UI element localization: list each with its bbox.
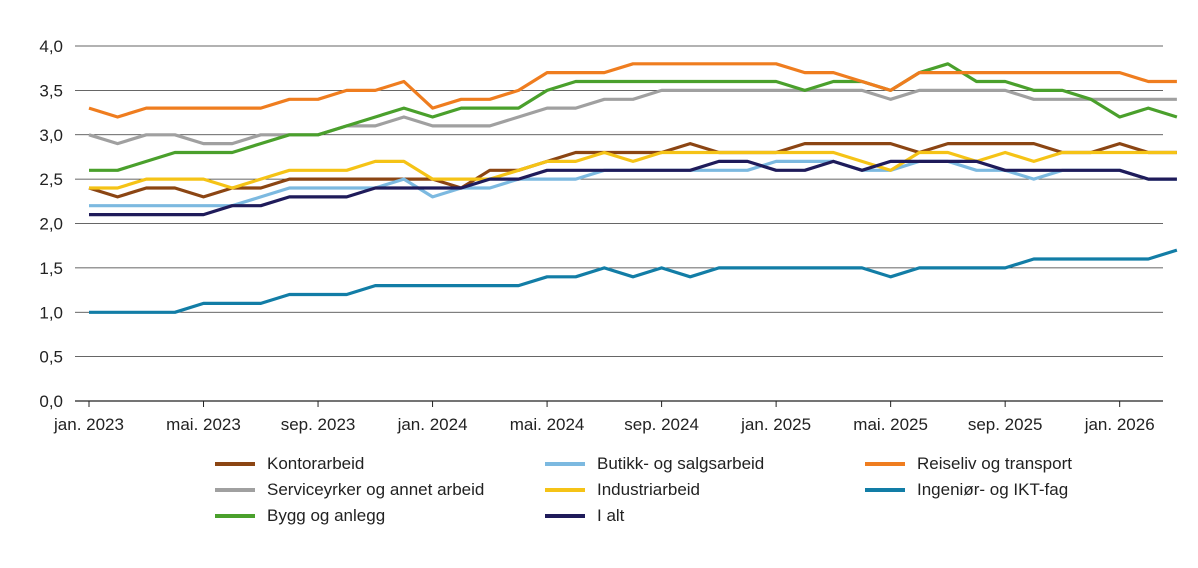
y-tick-label: 2,5 xyxy=(39,170,63,189)
series-line-ingeniør-og-ikt-fag xyxy=(89,248,1178,314)
y-tick-label: 1,5 xyxy=(39,259,63,278)
legend-label: Bygg og anlegg xyxy=(267,506,386,525)
legend-label: Butikk- og salgsarbeid xyxy=(597,454,765,473)
legend-label: I alt xyxy=(597,506,625,525)
legend-swatch xyxy=(545,462,585,466)
x-axis-ticks: jan. 2023 mai. 2023 sep. 2023 jan. 2024 mai.… xyxy=(53,401,1155,434)
legend-swatch xyxy=(545,488,585,492)
legend-label: Kontorarbeid xyxy=(267,454,365,473)
x-tick-label: sep. 2023 xyxy=(281,415,356,434)
x-tick-label: mai. 2023 xyxy=(166,415,241,434)
y-tick-label: 4,0 xyxy=(39,37,63,56)
legend-item: Kontorarbeid xyxy=(215,452,364,476)
x-tick-label: mai. 2025 xyxy=(853,415,928,434)
legend-item: Industriarbeid xyxy=(545,478,700,502)
y-tick-label: 3,0 xyxy=(39,126,63,145)
legend-item: Ingeniør- og IKT-fag xyxy=(865,478,1068,502)
series-line-butikk-og-salgsarbeid xyxy=(89,159,1177,208)
legend-item: I alt xyxy=(545,504,624,528)
x-tick-label: jan. 2024 xyxy=(397,415,468,434)
x-tick-label: sep. 2025 xyxy=(968,415,1043,434)
legend-swatch xyxy=(215,462,255,466)
y-tick-label: 2,0 xyxy=(39,215,63,234)
x-tick-label: jan. 2026 xyxy=(1084,415,1155,434)
x-tick-label: sep. 2024 xyxy=(624,415,699,434)
y-tick-label: 0,0 xyxy=(39,392,63,411)
legend-swatch xyxy=(865,488,905,492)
y-axis-ticks: 0,0 0,5 1,0 1,5 2,0 2,5 3,0 3,5 4,0 xyxy=(39,37,63,411)
legend-label: Serviceyrker og annet arbeid xyxy=(267,480,485,499)
series-line-kontorarbeid xyxy=(88,142,1177,199)
y-tick-label: 3,5 xyxy=(39,81,63,100)
legend-swatch xyxy=(545,514,585,518)
legend-item: Bygg og anlegg xyxy=(215,504,385,528)
series-line-serviceyrker-og-annet-arbeid xyxy=(88,88,1177,146)
series-line-reiseliv-og-transport xyxy=(88,62,1177,119)
legend-swatch xyxy=(215,488,255,492)
x-tick-label: mai. 2024 xyxy=(510,415,585,434)
legend-swatch xyxy=(865,462,905,466)
x-tick-label: jan. 2025 xyxy=(740,415,811,434)
legend-label: Ingeniør- og IKT-fag xyxy=(917,480,1069,499)
y-tick-label: 1,0 xyxy=(39,303,63,322)
series-lines xyxy=(88,62,1178,314)
y-tick-label: 0,5 xyxy=(39,348,63,367)
series-line-bygg-og-anlegg xyxy=(89,62,1178,172)
legend-item: Serviceyrker og annet arbeid xyxy=(215,478,484,502)
legend-item: Reiseliv og transport xyxy=(865,452,1072,476)
series-line-i-alt xyxy=(89,159,1177,217)
legend-label: Reiseliv og transport xyxy=(917,454,1072,473)
legend-swatch xyxy=(215,514,255,518)
legend-item: Butikk- og salgsarbeid xyxy=(545,452,764,476)
line-chart: 0,0 0,5 1,0 1,5 2,0 2,5 3,0 3,5 4,0 jan. 2023 mai… xyxy=(39,37,1178,434)
series-line-industriarbeid xyxy=(89,150,1177,190)
legend-label: Industriarbeid xyxy=(597,480,701,499)
x-tick-label: jan. 2023 xyxy=(53,415,124,434)
